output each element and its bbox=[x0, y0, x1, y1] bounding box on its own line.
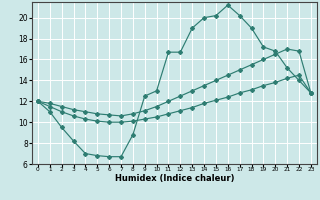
X-axis label: Humidex (Indice chaleur): Humidex (Indice chaleur) bbox=[115, 174, 234, 183]
